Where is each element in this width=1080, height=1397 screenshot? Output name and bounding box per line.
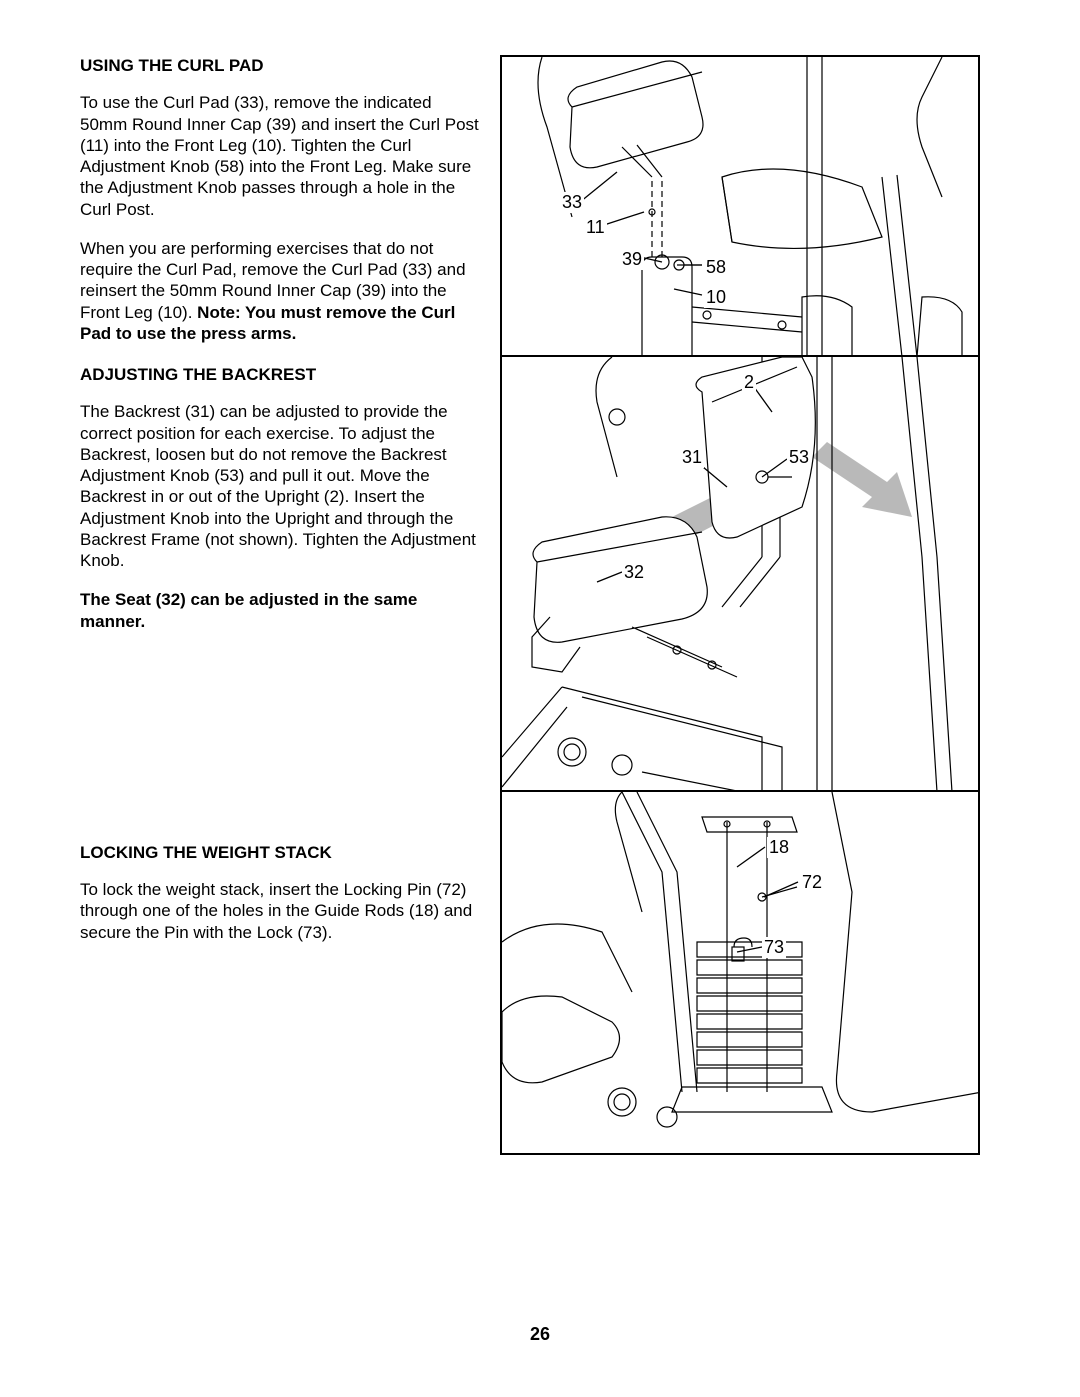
callout-73: 73: [762, 937, 786, 958]
callout-58: 58: [704, 257, 728, 278]
paragraph: When you are performing exercises that d…: [80, 238, 480, 344]
figure-panel-curl-pad: 33 11 39 58 10: [502, 57, 978, 357]
callout-31: 31: [680, 447, 704, 468]
bold-paragraph: The Seat (32) can be adjusted in the sam…: [80, 589, 480, 632]
heading-backrest: ADJUSTING THE BACKREST: [80, 364, 480, 385]
heading-weight-stack: LOCKING THE WEIGHT STACK: [80, 842, 480, 863]
paragraph: The Backrest (31) can be adjusted to pro…: [80, 401, 480, 571]
callout-53: 53: [787, 447, 811, 468]
figure-panel-backrest: 2 31 53 32: [502, 357, 978, 792]
heading-curl-pad: USING THE CURL PAD: [80, 55, 480, 76]
paragraph: To use the Curl Pad (33), remove the ind…: [80, 92, 480, 220]
callout-72: 72: [800, 872, 824, 893]
text-column: USING THE CURL PAD To use the Curl Pad (…: [80, 55, 480, 1345]
manual-page: USING THE CURL PAD To use the Curl Pad (…: [80, 55, 1000, 1345]
paragraph: To lock the weight stack, insert the Loc…: [80, 879, 480, 943]
callout-2: 2: [742, 372, 756, 393]
figure-column: 33 11 39 58 10: [500, 55, 980, 1155]
callout-18: 18: [767, 837, 791, 858]
page-number: 26: [80, 1324, 1000, 1345]
weight-stack-line-art: [502, 792, 978, 1153]
callout-39: 39: [620, 249, 644, 270]
callout-33: 33: [560, 192, 584, 213]
backrest-line-art: [502, 357, 978, 792]
figure-panel-weight-stack: 18 72 73: [502, 792, 978, 1153]
callout-10: 10: [704, 287, 728, 308]
callout-11: 11: [584, 217, 607, 238]
callout-32: 32: [622, 562, 646, 583]
